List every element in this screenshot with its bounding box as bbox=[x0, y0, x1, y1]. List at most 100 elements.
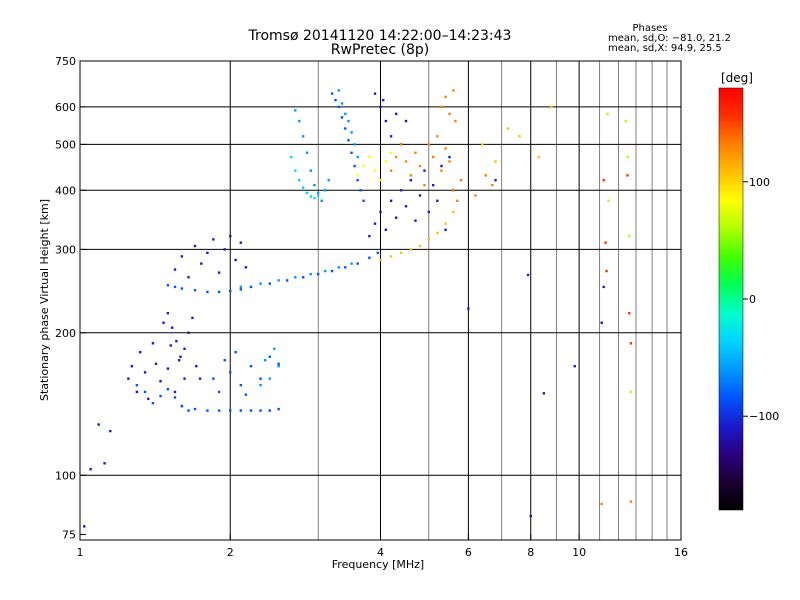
data-point bbox=[337, 266, 341, 269]
data-point bbox=[404, 119, 408, 123]
data-point bbox=[198, 377, 202, 380]
x-tick-label: 4 bbox=[377, 546, 384, 559]
data-point bbox=[183, 377, 186, 380]
data-point bbox=[166, 311, 170, 315]
data-point bbox=[249, 409, 253, 412]
data-point bbox=[229, 234, 232, 238]
colorbar-tick-label: 0 bbox=[749, 293, 756, 306]
data-point bbox=[440, 105, 443, 109]
data-point bbox=[350, 131, 353, 134]
data-point bbox=[394, 155, 398, 159]
data-point bbox=[135, 383, 139, 387]
data-point bbox=[440, 169, 443, 172]
data-point bbox=[454, 119, 457, 123]
data-point bbox=[379, 258, 382, 262]
phases-info-line-x: mean, sd,X: 94.9, 25.5 bbox=[608, 43, 722, 54]
data-point bbox=[448, 112, 451, 116]
data-point bbox=[285, 279, 289, 282]
data-point bbox=[626, 155, 629, 159]
data-point bbox=[147, 397, 150, 401]
data-point bbox=[330, 92, 334, 95]
data-point bbox=[239, 285, 243, 289]
data-point bbox=[138, 350, 142, 354]
data-point bbox=[177, 359, 181, 362]
data-point bbox=[249, 285, 253, 289]
data-point bbox=[305, 191, 309, 195]
data-point bbox=[173, 396, 177, 399]
data-point bbox=[316, 191, 320, 195]
data-point bbox=[223, 359, 226, 362]
data-point bbox=[187, 276, 190, 279]
data-point bbox=[456, 199, 459, 202]
data-point bbox=[629, 500, 633, 503]
data-point bbox=[344, 266, 347, 269]
data-point bbox=[294, 169, 297, 172]
data-point bbox=[602, 179, 605, 182]
plot-grid bbox=[80, 61, 681, 540]
data-point bbox=[259, 377, 262, 380]
data-point bbox=[273, 347, 276, 351]
data-point bbox=[389, 199, 393, 202]
data-point bbox=[212, 238, 215, 241]
data-point bbox=[379, 179, 382, 182]
data-point bbox=[143, 390, 147, 394]
data-point bbox=[629, 342, 633, 345]
data-point bbox=[217, 290, 221, 294]
data-point bbox=[127, 377, 130, 380]
data-point bbox=[277, 279, 280, 282]
data-point bbox=[320, 199, 323, 202]
data-point bbox=[268, 377, 271, 380]
data-point bbox=[384, 228, 388, 232]
y-tick-label: 500 bbox=[55, 138, 76, 151]
data-point bbox=[356, 174, 359, 177]
data-point bbox=[356, 155, 359, 159]
data-point bbox=[229, 371, 232, 374]
data-point bbox=[605, 269, 608, 273]
data-point bbox=[309, 169, 312, 172]
data-point bbox=[259, 409, 262, 412]
data-point bbox=[154, 362, 158, 365]
data-point bbox=[159, 380, 162, 383]
data-point bbox=[206, 290, 209, 294]
data-point bbox=[373, 169, 377, 172]
y-axis: 75 100 200 300 400 500 600 750 bbox=[55, 55, 86, 541]
data-point bbox=[151, 401, 155, 405]
data-point bbox=[484, 174, 487, 177]
data-point bbox=[337, 89, 341, 92]
x-tick-label: 6 bbox=[465, 546, 472, 559]
data-point bbox=[431, 155, 435, 159]
data-point bbox=[529, 514, 532, 518]
data-point bbox=[389, 255, 393, 258]
chart-subtitle: RwPretec (8p) bbox=[331, 42, 429, 58]
data-point bbox=[175, 339, 178, 343]
data-point bbox=[423, 169, 426, 172]
data-point bbox=[606, 112, 609, 116]
data-point bbox=[494, 179, 497, 182]
data-point bbox=[301, 276, 305, 279]
data-point bbox=[600, 321, 603, 324]
data-point bbox=[376, 251, 379, 255]
data-point bbox=[313, 183, 316, 187]
data-point bbox=[526, 273, 530, 277]
data-point bbox=[223, 248, 226, 251]
data-point bbox=[481, 143, 484, 146]
data-point bbox=[491, 183, 494, 187]
data-point bbox=[440, 164, 443, 168]
data-point bbox=[301, 135, 305, 138]
data-point bbox=[418, 164, 422, 168]
data-point bbox=[607, 199, 610, 202]
data-point bbox=[187, 331, 190, 334]
data-point bbox=[217, 409, 221, 412]
data-point bbox=[259, 282, 262, 285]
data-point bbox=[234, 350, 237, 354]
data-point bbox=[604, 241, 607, 244]
data-point bbox=[298, 119, 301, 123]
data-point bbox=[173, 390, 177, 394]
data-point bbox=[394, 112, 398, 116]
y-tick-label: 200 bbox=[55, 327, 76, 340]
data-point bbox=[337, 105, 341, 109]
data-point bbox=[316, 272, 320, 276]
data-point bbox=[537, 155, 540, 159]
data-point bbox=[384, 160, 388, 163]
data-point bbox=[356, 262, 359, 265]
